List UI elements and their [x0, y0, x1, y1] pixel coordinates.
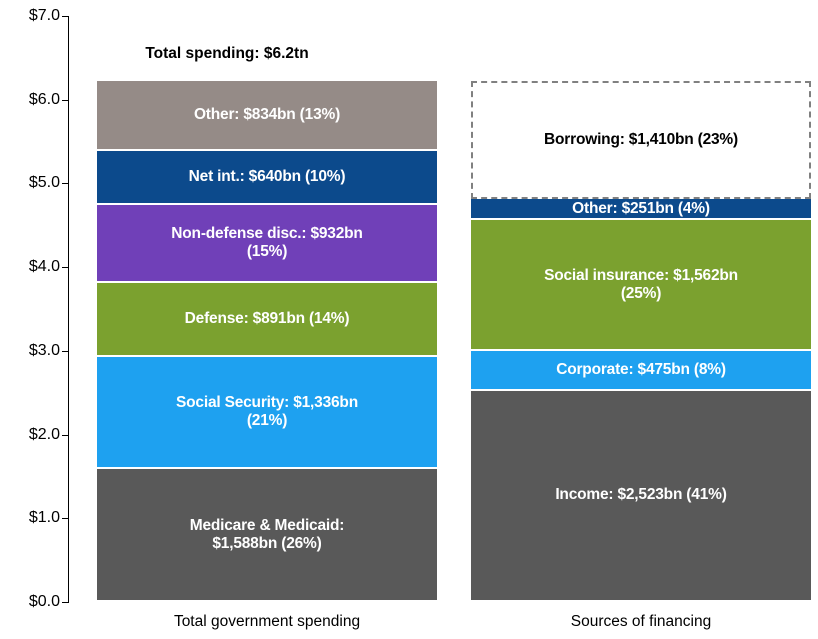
segment-label: Social insurance: $1,562bn (25%)	[544, 266, 738, 302]
bar-segment: Corporate: $475bn (8%)	[471, 351, 811, 391]
segment-label: Income: $2,523bn (41%)	[555, 486, 727, 504]
y-tick-label: $4.0	[28, 258, 60, 276]
segment-label: Other: $251bn (4%)	[572, 199, 710, 217]
bar-segment: Defense: $891bn (14%)	[97, 282, 437, 358]
y-tick	[62, 350, 68, 352]
bar-segment: Social Security: $1,336bn (21%)	[97, 357, 437, 470]
bar-segment: Other: $834bn (13%)	[97, 81, 437, 152]
bar-segment: Non-defense disc.: $932bn (15%)	[97, 204, 437, 283]
y-axis-line	[68, 16, 69, 603]
annotation: Total spending: $6.2tn	[145, 45, 309, 63]
segment-label: Borrowing: $1,410bn (23%)	[544, 131, 738, 149]
y-tick-label: $3.0	[28, 341, 60, 359]
segment-label: Social Security: $1,336bn (21%)	[176, 394, 358, 430]
segment-label: Defense: $891bn (14%)	[184, 309, 350, 327]
y-tick	[62, 434, 68, 436]
y-tick-label: $5.0	[28, 174, 60, 192]
y-tick-label: $6.0	[28, 90, 60, 108]
x-tick-label: Total government spending	[173, 613, 361, 630]
bar-segment: Social insurance: $1,562bn (25%)	[471, 220, 811, 351]
segment-label: Non-defense disc.: $932bn (15%)	[171, 224, 363, 260]
bar-segment: Other: $251bn (4%)	[471, 199, 811, 221]
y-tick-label: $1.0	[28, 509, 60, 527]
bar-segment: Net int.: $640bn (10%)	[97, 151, 437, 205]
bar-segment: Medicare & Medicaid: $1,588bn (26%)	[97, 469, 437, 602]
y-tick-label: $0.0	[28, 593, 60, 610]
segment-label: Net int.: $640bn (10%)	[188, 167, 346, 185]
y-tick	[62, 183, 68, 185]
bar-segment: Borrowing: $1,410bn (23%)	[471, 81, 811, 200]
y-tick	[62, 518, 68, 520]
y-tick	[62, 602, 68, 603]
segment-label: Corporate: $475bn (8%)	[556, 360, 726, 378]
segment-label: Other: $834bn (13%)	[193, 106, 341, 124]
bar-segment: Income: $2,523bn (41%)	[471, 390, 811, 602]
y-tick	[62, 99, 68, 101]
x-tick-label: Sources of financing	[570, 613, 712, 630]
y-tick	[62, 16, 68, 17]
segment-label: Medicare & Medicaid: $1,588bn (26%)	[189, 516, 345, 552]
y-tick	[62, 267, 68, 269]
y-tick-label: $2.0	[28, 425, 60, 443]
y-tick-label: $7.0	[28, 7, 60, 24]
